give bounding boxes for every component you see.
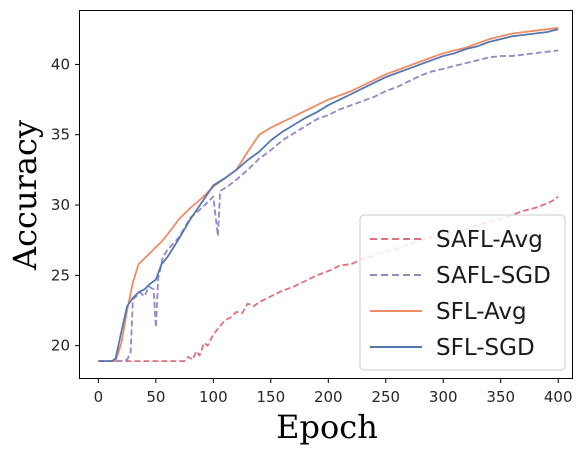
x-tick-label: 200 bbox=[314, 388, 343, 406]
y-tick-label: 20 bbox=[51, 337, 70, 355]
y-axis-title: Accuracy bbox=[6, 120, 44, 271]
x-axis: 0 50 100 150 200 250 300 350 400 bbox=[94, 378, 573, 406]
legend-label: SAFL-SGD bbox=[436, 263, 551, 289]
x-axis-title: Epoch bbox=[276, 408, 378, 446]
legend: SAFL-Avg SAFL-SGD SFL-Avg SFL-SGD bbox=[359, 214, 566, 371]
series-line-sfl-sgd bbox=[98, 28, 559, 363]
y-tick-label: 25 bbox=[51, 266, 70, 284]
legend-label: SAFL-Avg bbox=[436, 227, 543, 253]
x-tick-label: 0 bbox=[94, 388, 104, 406]
series-line-safl-sgd bbox=[98, 49, 559, 363]
x-tick-label: 300 bbox=[429, 388, 458, 406]
x-tick-label: 50 bbox=[146, 388, 165, 406]
x-tick-label: 250 bbox=[371, 388, 400, 406]
y-tick-label: 40 bbox=[51, 55, 70, 73]
x-tick-label: 350 bbox=[486, 388, 515, 406]
x-tick-label: 150 bbox=[257, 388, 286, 406]
y-axis: 20 25 30 35 40 bbox=[51, 55, 80, 355]
legend-label: SFL-SGD bbox=[436, 335, 535, 361]
legend-label: SFL-Avg bbox=[436, 299, 527, 325]
legend-box bbox=[359, 214, 566, 371]
y-tick-label: 30 bbox=[51, 196, 70, 214]
x-tick-label: 100 bbox=[199, 388, 228, 406]
series-line-sfl-avg bbox=[98, 27, 559, 363]
x-tick-label: 400 bbox=[544, 388, 573, 406]
y-tick-label: 35 bbox=[51, 126, 70, 144]
plot-frame bbox=[79, 10, 573, 379]
